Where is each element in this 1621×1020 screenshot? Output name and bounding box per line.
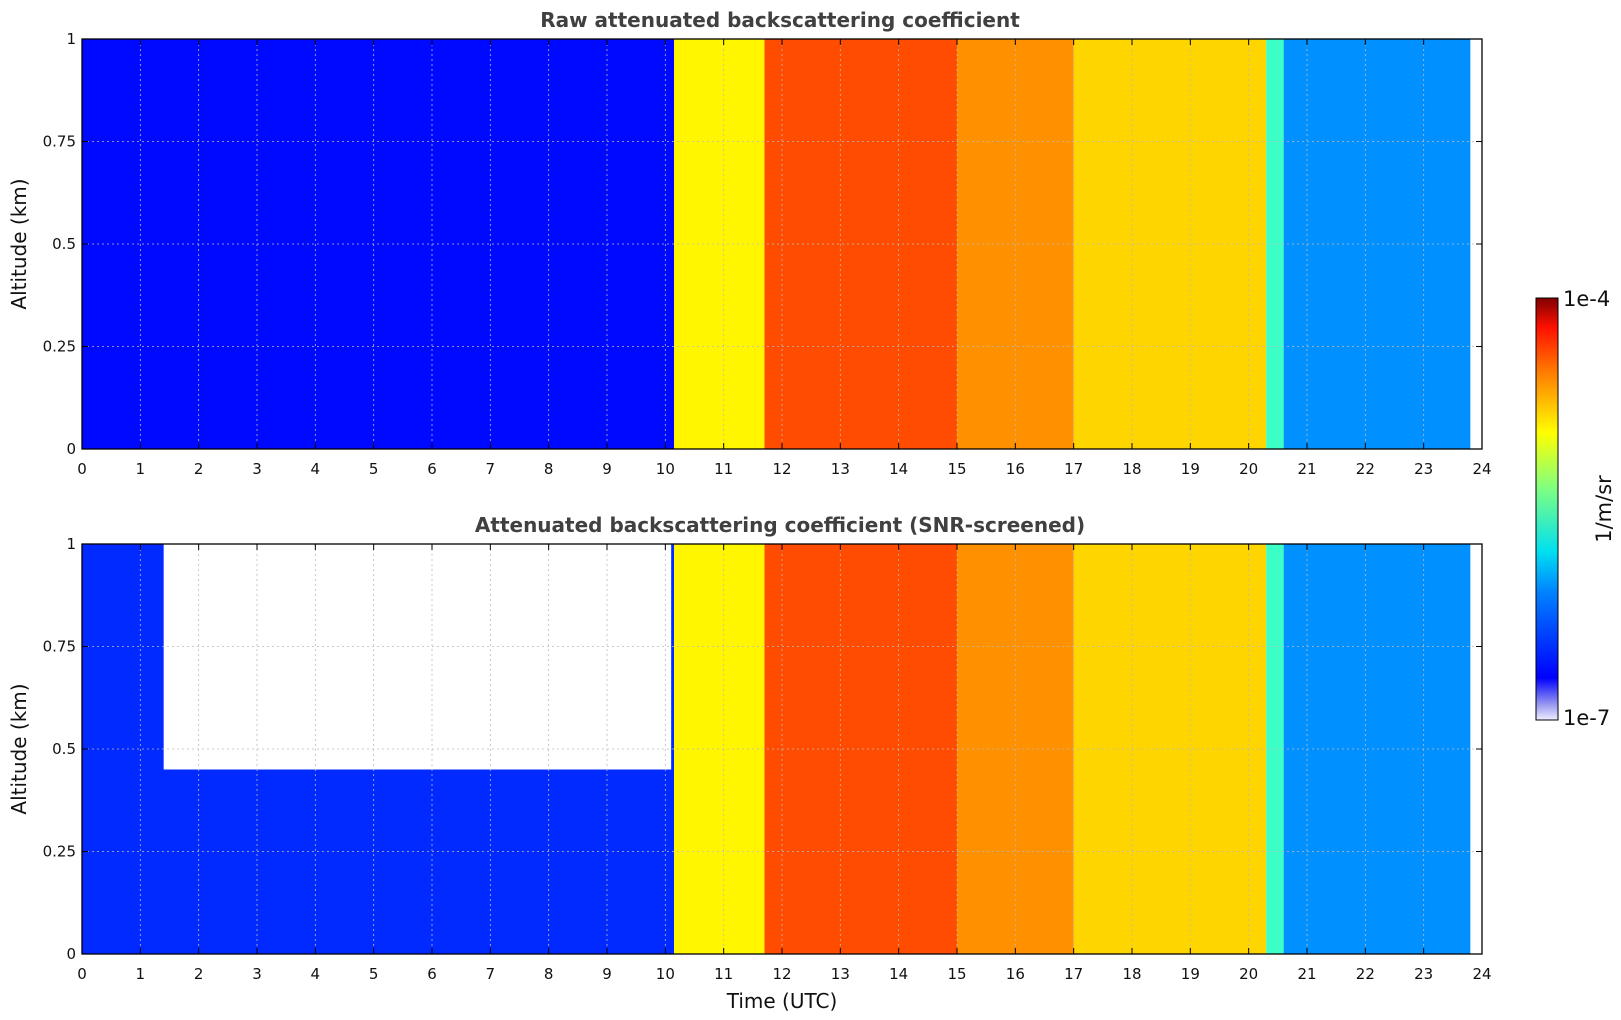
x-tick-label: 23 xyxy=(1414,460,1433,478)
x-tick-label: 14 xyxy=(889,460,908,478)
x-tick-label: 24 xyxy=(1472,965,1491,983)
x-tick-label: 15 xyxy=(947,965,966,983)
x-tick-label: 13 xyxy=(831,460,850,478)
panel-screened-ylabel: Altitude (km) xyxy=(7,683,31,814)
colorbar-unit-label: 1/m/sr xyxy=(1592,475,1616,543)
y-tick-label: 1 xyxy=(66,30,76,48)
x-tick-label: 16 xyxy=(1006,460,1025,478)
x-tick-label: 1 xyxy=(136,965,146,983)
y-tick-label: 1 xyxy=(66,535,76,553)
heatmap-cell xyxy=(674,39,765,449)
y-tick-label: 0 xyxy=(66,945,76,963)
x-tick-label: 9 xyxy=(602,460,612,478)
x-tick-label: 0 xyxy=(77,460,87,478)
x-tick-label: 6 xyxy=(427,460,437,478)
x-tick-label: 8 xyxy=(544,460,554,478)
x-tick-label: 19 xyxy=(1181,460,1200,478)
panel-raw-x-ticks: 0 1 2 3 4 5 6 7 8 9 10 11 12 13 14 15 16 17 18 19 20 21 22 23 24 xyxy=(77,39,1492,478)
panel-screened-x-ticks: 0 1 2 3 4 5 6 7 8 9 10 11 12 13 14 15 16 17 18 19 20 21 22 23 24 xyxy=(77,544,1492,983)
x-tick-label: 3 xyxy=(252,460,262,478)
x-tick-label: 2 xyxy=(194,460,204,478)
panel-screened-y-ticks: 0 0.25 0.5 0.75 1 xyxy=(43,535,1482,963)
colorbar-gradient xyxy=(1535,297,1559,721)
y-tick-label: 0.5 xyxy=(52,740,76,758)
x-tick-label: 23 xyxy=(1414,965,1433,983)
panel-raw: Raw attenuated backscattering coefficien… xyxy=(7,8,1492,478)
heatmap-cell xyxy=(674,544,765,954)
x-tick-label: 18 xyxy=(1122,965,1141,983)
x-tick-label: 20 xyxy=(1239,965,1258,983)
x-tick-label: 8 xyxy=(544,965,554,983)
y-tick-label: 0.25 xyxy=(43,843,76,861)
x-tick-label: 12 xyxy=(772,965,791,983)
x-tick-label: 5 xyxy=(369,965,379,983)
x-tick-label: 15 xyxy=(947,460,966,478)
panel-screened-title: Attenuated backscattering coefficient (S… xyxy=(475,513,1085,537)
x-tick-label: 22 xyxy=(1356,460,1375,478)
x-tick-label: 5 xyxy=(369,460,379,478)
panel-raw-title: Raw attenuated backscattering coefficien… xyxy=(540,8,1020,32)
x-axis-label: Time (UTC) xyxy=(726,989,838,1013)
x-tick-label: 6 xyxy=(427,965,437,983)
heatmap-cell xyxy=(764,39,957,449)
colorbar-max-label: 1e-4 xyxy=(1563,287,1610,311)
x-tick-label: 7 xyxy=(486,460,496,478)
x-tick-label: 1 xyxy=(136,460,146,478)
panel-raw-heatmap xyxy=(82,39,1471,449)
x-tick-label: 21 xyxy=(1297,460,1316,478)
panel-screened: Attenuated backscattering coefficient (S… xyxy=(7,513,1492,1013)
x-tick-label: 11 xyxy=(714,460,733,478)
x-tick-label: 3 xyxy=(252,965,262,983)
x-tick-label: 16 xyxy=(1006,965,1025,983)
y-tick-label: 0.75 xyxy=(43,133,76,151)
x-tick-label: 14 xyxy=(889,965,908,983)
x-tick-label: 22 xyxy=(1356,965,1375,983)
x-tick-label: 4 xyxy=(311,965,321,983)
x-tick-label: 24 xyxy=(1472,460,1491,478)
y-tick-label: 0.5 xyxy=(52,235,76,253)
x-tick-label: 17 xyxy=(1064,460,1083,478)
screened-out-region xyxy=(163,544,672,770)
x-tick-label: 4 xyxy=(311,460,321,478)
x-tick-label: 10 xyxy=(656,965,675,983)
heatmap-cell xyxy=(1073,544,1267,954)
x-tick-label: 18 xyxy=(1122,460,1141,478)
x-tick-label: 19 xyxy=(1181,965,1200,983)
x-tick-label: 11 xyxy=(714,965,733,983)
x-tick-label: 7 xyxy=(486,965,496,983)
y-tick-label: 0.75 xyxy=(43,638,76,656)
x-tick-label: 17 xyxy=(1064,965,1083,983)
panel-raw-y-ticks: 0 0.25 0.5 0.75 1 xyxy=(43,30,1482,458)
x-tick-label: 20 xyxy=(1239,460,1258,478)
x-tick-label: 21 xyxy=(1297,965,1316,983)
x-tick-label: 0 xyxy=(77,965,87,983)
x-tick-label: 10 xyxy=(656,460,675,478)
x-tick-label: 2 xyxy=(194,965,204,983)
x-tick-label: 9 xyxy=(602,965,612,983)
panel-screened-heatmap xyxy=(82,544,1471,954)
heatmap-cell xyxy=(1266,39,1284,449)
colorbar: 1e-4 1e-7 1/m/sr xyxy=(1535,287,1616,730)
panel-raw-ylabel: Altitude (km) xyxy=(7,178,31,309)
heatmap-cell xyxy=(764,544,957,954)
x-tick-label: 13 xyxy=(831,965,850,983)
heatmap-cell xyxy=(1266,544,1284,954)
heatmap-cell xyxy=(1073,39,1267,449)
y-tick-label: 0 xyxy=(66,440,76,458)
y-tick-label: 0.25 xyxy=(43,338,76,356)
x-tick-label: 12 xyxy=(772,460,791,478)
colorbar-min-label: 1e-7 xyxy=(1563,706,1610,730)
